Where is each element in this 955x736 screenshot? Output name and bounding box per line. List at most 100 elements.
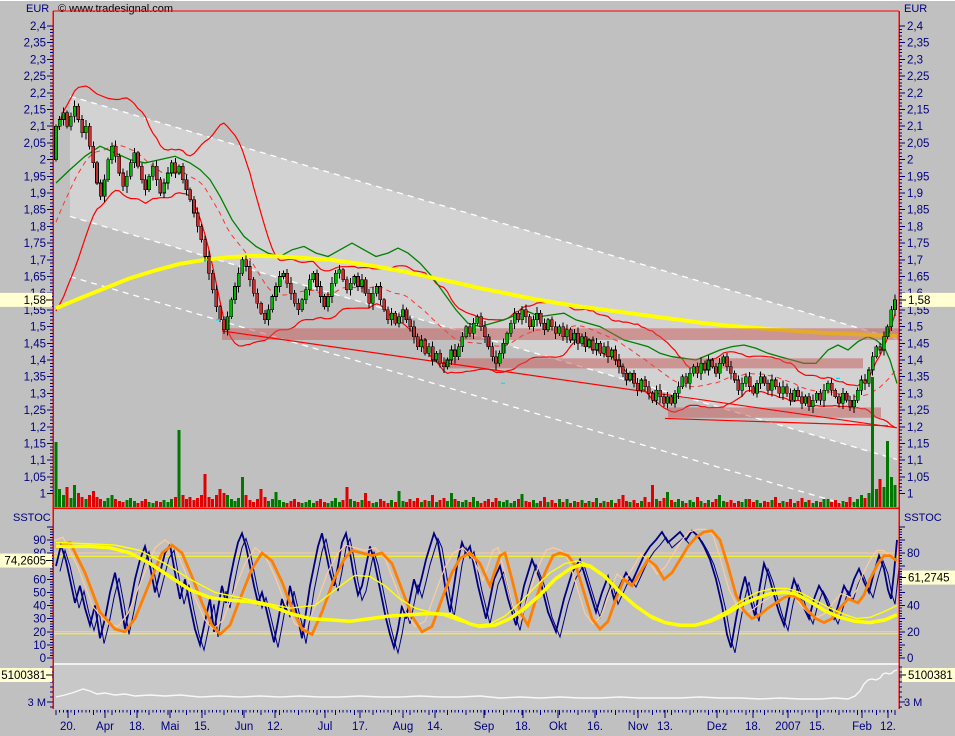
- svg-text:5100381: 5100381: [1, 670, 46, 682]
- svg-text:5100381: 5100381: [908, 670, 953, 682]
- x-axis-label: 18.: [515, 721, 531, 733]
- channel-dashed-line-0: [69, 95, 898, 340]
- price-tick-label-right: 2,2: [907, 88, 923, 100]
- x-axis-label: 18.: [129, 721, 145, 733]
- x-axis-label: 2007: [775, 721, 801, 733]
- price-tick-label-left: 1,95: [24, 171, 46, 183]
- price-tick-label-right: 1,15: [907, 439, 929, 451]
- svg-text:74,2605: 74,2605: [4, 556, 46, 568]
- trend-channel-fill: [70, 96, 897, 460]
- price-tick-label-left: 1,5: [30, 322, 46, 334]
- price-tick-label-right: 1,7: [907, 255, 923, 267]
- price-tick-label-left: 2: [40, 155, 46, 167]
- sstoc-fast-line: [55, 529, 898, 652]
- volume-value-badge-left: 5100381: [0, 668, 53, 682]
- sstoc-value-badge-right: 61,2745: [899, 570, 955, 585]
- bollinger-lower-line: [55, 189, 896, 428]
- channel-dashed-line-2: [69, 275, 860, 508]
- price-tick-label-right: 1,05: [907, 472, 929, 484]
- trendline-red-1: [221, 330, 898, 429]
- price-axis-unit-left: EUR: [26, 3, 50, 15]
- svg-text:1,58: 1,58: [24, 295, 46, 307]
- price-tick-label-right: 1,65: [907, 272, 929, 284]
- sstoc-panel[interactable]: [49, 528, 901, 655]
- price-tick-label-left: 2,05: [24, 138, 46, 150]
- x-axis-label: 15.: [194, 721, 210, 733]
- x-axis-label: 17.: [352, 721, 368, 733]
- price-tick-label-right: 2,35: [907, 38, 929, 50]
- price-tick-label-right: 1,75: [907, 238, 929, 250]
- price-tick-label-right: 1,25: [907, 405, 929, 417]
- price-tick-label-left: 1,65: [24, 272, 46, 284]
- price-tick-label-right: 1: [907, 489, 913, 501]
- volume-bars-layer: [54, 377, 897, 507]
- sstoc-label-right: SSTOC: [904, 512, 942, 524]
- price-tick-label-left: 1,2: [30, 422, 46, 434]
- price-tick-label-right: 2,05: [907, 138, 929, 150]
- bollinger-upper-line: [55, 85, 896, 387]
- candlestick-layer: [54, 100, 897, 413]
- price-tick-label-left: 2,1: [30, 121, 46, 133]
- price-tick-label-left: 1,35: [24, 372, 46, 384]
- x-axis-label: 12.: [267, 721, 283, 733]
- price-tick-label-right: 1,45: [907, 338, 929, 350]
- sstoc-tick-label-right: 20: [907, 627, 920, 639]
- price-tick-label-left: 1,45: [24, 338, 46, 350]
- copyright-text: © www.tradesignal.com: [58, 3, 174, 15]
- price-tick-label-right: 1,4: [907, 355, 924, 367]
- x-axis-label: Sep: [474, 721, 494, 733]
- price-tick-label-left: 1,55: [24, 305, 46, 317]
- x-axis-label: 18.: [745, 721, 761, 733]
- price-tick-label-left: 2,25: [24, 71, 46, 83]
- sstoc-label-left: SSTOC: [13, 512, 51, 524]
- price-tick-label-left: 1: [40, 489, 46, 501]
- sstoc-tick-label-left: 30: [33, 614, 46, 626]
- x-axis-label: Apr: [96, 721, 114, 733]
- price-tick-label-right: 1,5: [907, 322, 923, 334]
- price-tick-label-right: 2,15: [907, 105, 929, 117]
- x-axis-label: Nov: [628, 721, 649, 733]
- price-tick-label-right: 2,25: [907, 71, 929, 83]
- volume-panel-bg[interactable]: [54, 664, 899, 709]
- price-tick-label-left: 2,35: [24, 38, 46, 50]
- price-tick-label-left: 1,25: [24, 405, 46, 417]
- sstoc-tick-label-right: 40: [907, 601, 920, 613]
- price-tick-label-left: 1,75: [24, 238, 46, 250]
- x-axis-label: 13.: [657, 721, 673, 733]
- price-tick-label-left: 2,2: [30, 88, 46, 100]
- sstoc-tick-label-left: 60: [33, 574, 46, 586]
- x-axis-label: Jul: [318, 721, 333, 733]
- price-tick-label-left: 1,05: [24, 472, 46, 484]
- price-tick-label-left: 1,4: [30, 355, 47, 367]
- volume-value-badge-right: 5100381: [899, 668, 955, 682]
- price-tick-label-left: 2,4: [30, 21, 47, 33]
- price-tick-label-left: 1,85: [24, 205, 46, 217]
- price-panel[interactable]: [54, 85, 900, 520]
- x-axis-label: Okt: [549, 721, 568, 733]
- ma-green-line: [55, 145, 898, 384]
- price-tick-label-right: 1,85: [907, 205, 929, 217]
- sstoc-tick-label-left: 50: [33, 587, 46, 599]
- price-tick-label-left: 1,9: [30, 188, 46, 200]
- x-axis-label: 20.: [60, 721, 76, 733]
- sstoc-tick-label-left: 40: [33, 601, 46, 613]
- sstoc-tick-label-right: 0: [907, 653, 913, 665]
- price-tick-label-right: 2,1: [907, 121, 923, 133]
- support-resistance-zone-3: [668, 407, 881, 418]
- price-tick-label-left: 1,3: [30, 388, 46, 400]
- price-axis-unit-right: EUR: [904, 3, 928, 15]
- trendline-red-2: [664, 417, 889, 427]
- volume-average-line: [55, 669, 898, 700]
- sstoc-tick-label-left: 20: [33, 627, 46, 639]
- price-tick-label-left: 1,1: [30, 455, 46, 467]
- x-axis-label: Feb: [852, 721, 872, 733]
- svg-text:61,2745: 61,2745: [908, 573, 950, 585]
- price-tick-label-right: 1,95: [907, 171, 929, 183]
- volume-axis-tick-left: 3 M: [27, 697, 46, 709]
- x-axis-label: Aug: [393, 721, 413, 733]
- price-tick-label-right: 2,3: [907, 54, 923, 66]
- x-axis-label: 12.: [880, 721, 896, 733]
- price-tick-label-right: 1,55: [907, 305, 929, 317]
- support-resistance-zone-1: [222, 328, 899, 340]
